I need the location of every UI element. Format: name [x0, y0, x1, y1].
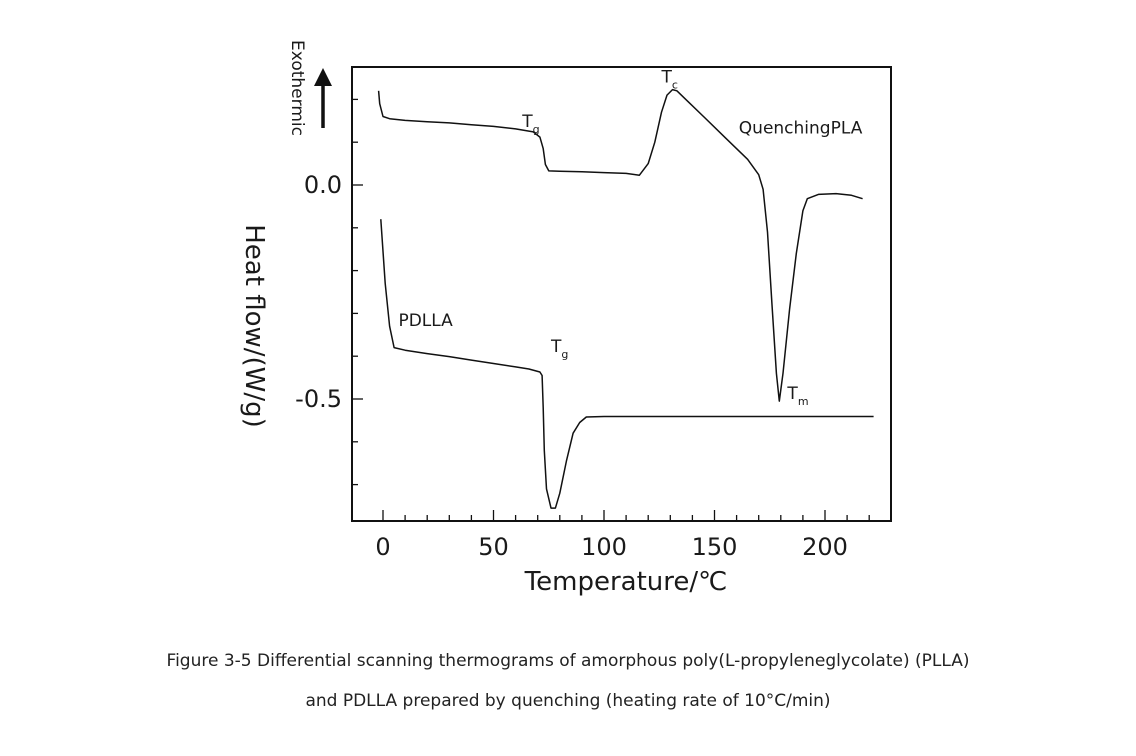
y-axis-title: Heat flow/(W/g) — [239, 224, 269, 428]
annotation-tc: Tc — [660, 67, 677, 91]
x-tick-label: 100 — [581, 533, 627, 561]
annotation-subscript: c — [672, 78, 678, 91]
axis-ticks: 0 50 100 150 200 0.0 -0.5 — [295, 98, 870, 561]
x-tick-label: 50 — [478, 533, 509, 561]
data-lines — [377, 88, 874, 509]
annotation-tm: Tm — [786, 384, 808, 408]
x-tick-label: 0 — [375, 533, 390, 561]
x-tick-label: 150 — [692, 533, 738, 561]
x-tick-label: 200 — [802, 533, 848, 561]
exothermic-label: Exothermic — [287, 40, 307, 136]
series-label-quenchingpla: QuenchingPLA — [739, 119, 863, 139]
annotation-tg: Tg — [550, 337, 568, 361]
y-tick-label: 0.0 — [304, 171, 342, 199]
x-axis-title: Temperature/℃ — [524, 567, 728, 597]
dsc-chart: 0 50 100 150 200 0.0 -0.5 Temperature/℃ Heat fl… — [239, 40, 892, 597]
annotation-subscript: g — [561, 348, 568, 361]
figure-caption-line-1: Figure 3-5 Differential scanning thermog… — [166, 651, 970, 671]
y-tick-label: -0.5 — [295, 385, 342, 413]
series-line-quenchingpla — [377, 88, 863, 402]
exothermic-arrow-head — [314, 68, 332, 86]
series-label-pdlla: PDLLA — [398, 311, 453, 331]
plot-border — [351, 66, 892, 522]
annotation-subscript: m — [798, 395, 809, 408]
plot-frame — [351, 66, 892, 522]
chart-labels: Temperature/℃ Heat flow/(W/g) Exothermic Qu… — [239, 40, 863, 597]
series-line-pdlla — [380, 219, 874, 509]
figure-caption-line-2: and PDLLA prepared by quenching (heating… — [305, 691, 831, 711]
annotation-tg: Tg — [521, 112, 539, 136]
annotation-subscript: g — [533, 123, 540, 136]
